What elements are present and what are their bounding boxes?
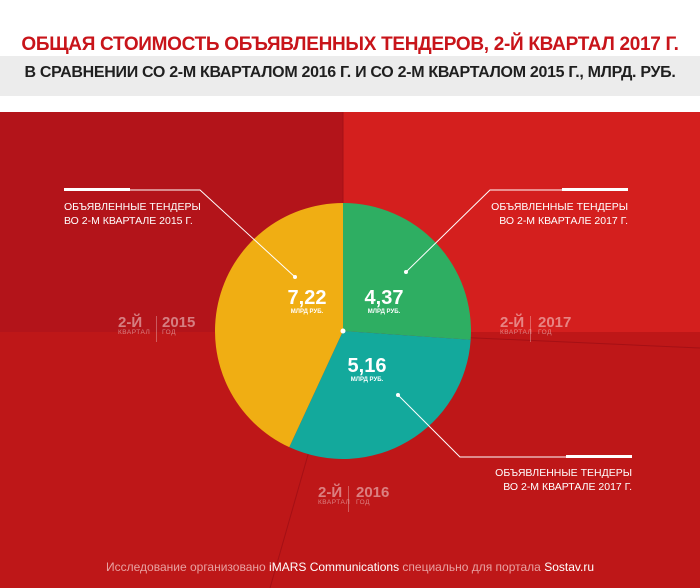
quadrant-bottom — [0, 332, 700, 588]
quarter-label-2017-q: 2-Й КВАРТАЛ — [500, 314, 532, 336]
value-2015-unit: МЛРД РУБ. — [290, 309, 324, 315]
quarter-label-2015-q-text: 2-Й — [118, 314, 143, 331]
value-2015-number: 7,22 — [287, 287, 327, 309]
value-2016-unit: МЛРД РУБ. — [350, 377, 384, 383]
quarter-label-2017-year-text: 2017 — [538, 314, 572, 331]
quarter-label-2016-q-text: 2-Й — [318, 484, 343, 501]
footer-text-2: специально для портала — [399, 560, 545, 574]
pie-center-dot — [340, 328, 346, 334]
value-2017-unit: МЛРД РУБ. — [367, 309, 401, 315]
quarter-label-2016-q: 2-Й КВАРТАЛ — [318, 484, 350, 506]
quarter-label-2015-q-caption: КВАРТАЛ — [118, 329, 151, 336]
chart-title: ОБЩАЯ СТОИМОСТЬ ОБЪЯВЛЕННЫХ ТЕНДЕРОВ, 2-… — [21, 34, 679, 55]
callout-bar-2016 — [566, 455, 632, 458]
pie-chart — [64, 188, 632, 459]
quarter-label-2016-year-caption: ГОД — [356, 499, 370, 506]
callout-2017-line1: ОБЪЯВЛЕННЫЕ ТЕНДЕРЫ — [491, 201, 628, 213]
quarter-label-2016-sep — [348, 486, 349, 512]
value-2016: 5,16 МЛРД РУБ. — [332, 356, 402, 384]
quarter-label-2016-year: 2016 ГОД — [356, 484, 389, 506]
callout-2016-line2: ВО 2-М КВАРТАЛЕ 2017 Г. — [503, 481, 632, 493]
connector-dot-2016 — [396, 393, 400, 397]
quarter-label-2016-year-text: 2016 — [356, 484, 390, 501]
footer-text-1: Исследование организовано — [106, 560, 270, 574]
quarter-label-2016-q-caption: КВАРТАЛ — [318, 499, 351, 506]
chart-area: ОБЪЯВЛЕННЫЕ ТЕНДЕРЫ ВО 2-М КВАРТАЛЕ 2015… — [0, 112, 700, 588]
callout-2016-line1: ОБЪЯВЛЕННЫЕ ТЕНДЕРЫ — [495, 467, 632, 479]
value-2017: 4,37 МЛРД РУБ. — [349, 288, 419, 316]
footer-brand[interactable]: iMARS Communications — [269, 560, 400, 574]
quarter-label-2015-sep — [156, 316, 157, 342]
footer-site-link[interactable]: Sostav.ru — [544, 560, 594, 574]
header: ОБЩАЯ СТОИМОСТЬ ОБЪЯВЛЕННЫХ ТЕНДЕРОВ, 2-… — [0, 0, 700, 112]
callout-2017-line2: ВО 2-М КВАРТАЛЕ 2017 Г. — [499, 215, 628, 227]
quarter-label-2015-year-text: 2015 — [162, 314, 196, 331]
callout-2017: ОБЪЯВЛЕННЫЕ ТЕНДЕРЫ ВО 2-М КВАРТАЛЕ 2017… — [470, 200, 628, 228]
callout-bar-2015 — [64, 188, 130, 191]
pie-slice-2016 — [289, 331, 471, 459]
header-band — [0, 56, 700, 96]
quarter-label-2015-q: 2-Й КВАРТАЛ — [118, 314, 150, 336]
value-2017-number: 4,37 — [364, 287, 404, 309]
quarter-label-2017-year-caption: ГОД — [538, 329, 552, 336]
chart-subtitle: В СРАВНЕНИИ СО 2-М КВАРТАЛОМ 2016 Г. И С… — [24, 64, 676, 81]
callout-2016: ОБЪЯВЛЕННЫЕ ТЕНДЕРЫ ВО 2-М КВАРТАЛЕ 2017… — [474, 466, 632, 494]
quarter-label-2015-year-caption: ГОД — [162, 329, 176, 336]
callout-2015-line1: ОБЪЯВЛЕННЫЕ ТЕНДЕРЫ — [64, 201, 201, 213]
pie-slice-2015 — [215, 203, 343, 448]
connector-dot-2017 — [404, 270, 408, 274]
value-2015: 7,22 МЛРД РУБ. — [272, 288, 342, 316]
callout-bar-2017 — [562, 188, 628, 191]
callout-2015-line2: ВО 2-М КВАРТАЛЕ 2015 Г. — [64, 215, 193, 227]
quarter-label-2015-year: 2015 ГОД — [162, 314, 195, 336]
connector-dot-2015 — [293, 275, 297, 279]
value-2016-number: 5,16 — [347, 355, 387, 377]
quarter-label-2017-sep — [530, 316, 531, 342]
quarter-label-2017-q-text: 2-Й — [500, 314, 525, 331]
callout-2015: ОБЪЯВЛЕННЫЕ ТЕНДЕРЫ ВО 2-М КВАРТАЛЕ 2015… — [64, 200, 201, 228]
quarter-label-2017-q-caption: КВАРТАЛ — [500, 329, 533, 336]
quarter-label-2017-year: 2017 ГОД — [538, 314, 571, 336]
footer: Исследование организовано iMARS Communic… — [0, 560, 700, 574]
